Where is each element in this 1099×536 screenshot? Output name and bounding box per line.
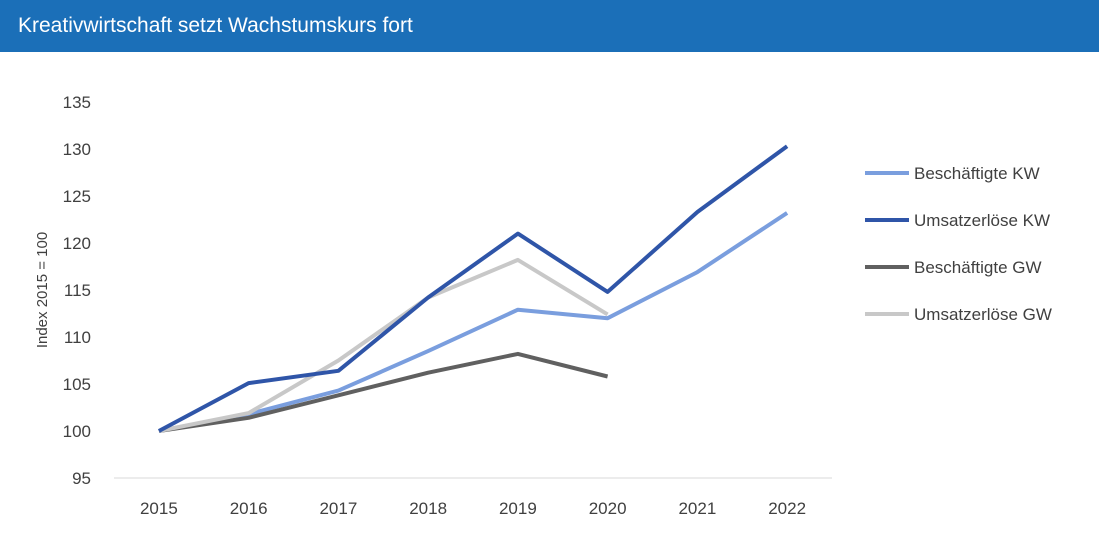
- y-tick-label: 115: [64, 281, 91, 300]
- series-lines: [157, 144, 789, 433]
- x-tick-label: 2019: [499, 499, 537, 518]
- y-axis-title: Index 2015 = 100: [34, 232, 51, 348]
- chart-title: Kreativwirtschaft setzt Wachstumskurs fo…: [18, 14, 413, 37]
- x-tick-label: 2021: [678, 499, 716, 518]
- legend-item: Umsatzerlöse GW: [865, 305, 1052, 324]
- legend-label: Beschäftigte KW: [914, 164, 1040, 183]
- x-tick-label: 2016: [230, 499, 268, 518]
- x-axis-ticks: 2015 2016 2017 2018 2019 2020 2021 2022: [140, 499, 806, 518]
- y-tick-label: 105: [63, 375, 91, 394]
- legend-label: Beschäftigte GW: [914, 258, 1042, 277]
- legend-item: Beschäftigte KW: [865, 164, 1040, 183]
- y-tick-label: 130: [63, 140, 91, 159]
- x-tick-label: 2015: [140, 499, 178, 518]
- y-tick-label: 120: [63, 234, 91, 253]
- x-tick-label: 2017: [319, 499, 357, 518]
- series-line: [158, 257, 609, 433]
- legend-item: Umsatzerlöse KW: [865, 211, 1050, 230]
- series-line: [157, 144, 789, 433]
- x-tick-label: 2022: [768, 499, 806, 518]
- series-line: [158, 351, 609, 433]
- legend-item: Beschäftigte GW: [865, 258, 1042, 277]
- y-tick-label: 125: [63, 187, 91, 206]
- y-tick-label: 110: [64, 328, 91, 347]
- series-line: [158, 211, 789, 433]
- x-tick-label: 2018: [409, 499, 447, 518]
- y-axis-ticks: 95 100 105 110 115 120 125 130 135: [63, 93, 91, 488]
- x-tick-label: 2020: [589, 499, 627, 518]
- y-tick-label: 95: [72, 469, 91, 488]
- y-tick-label: 100: [63, 422, 91, 441]
- legend-label: Umsatzerlöse KW: [914, 211, 1050, 230]
- title-bar: Kreativwirtschaft setzt Wachstumskurs fo…: [0, 0, 1099, 52]
- y-tick-label: 135: [63, 93, 91, 112]
- legend: Beschäftigte KW Umsatzerlöse KW Beschäftig…: [865, 164, 1052, 324]
- legend-label: Umsatzerlöse GW: [914, 305, 1052, 324]
